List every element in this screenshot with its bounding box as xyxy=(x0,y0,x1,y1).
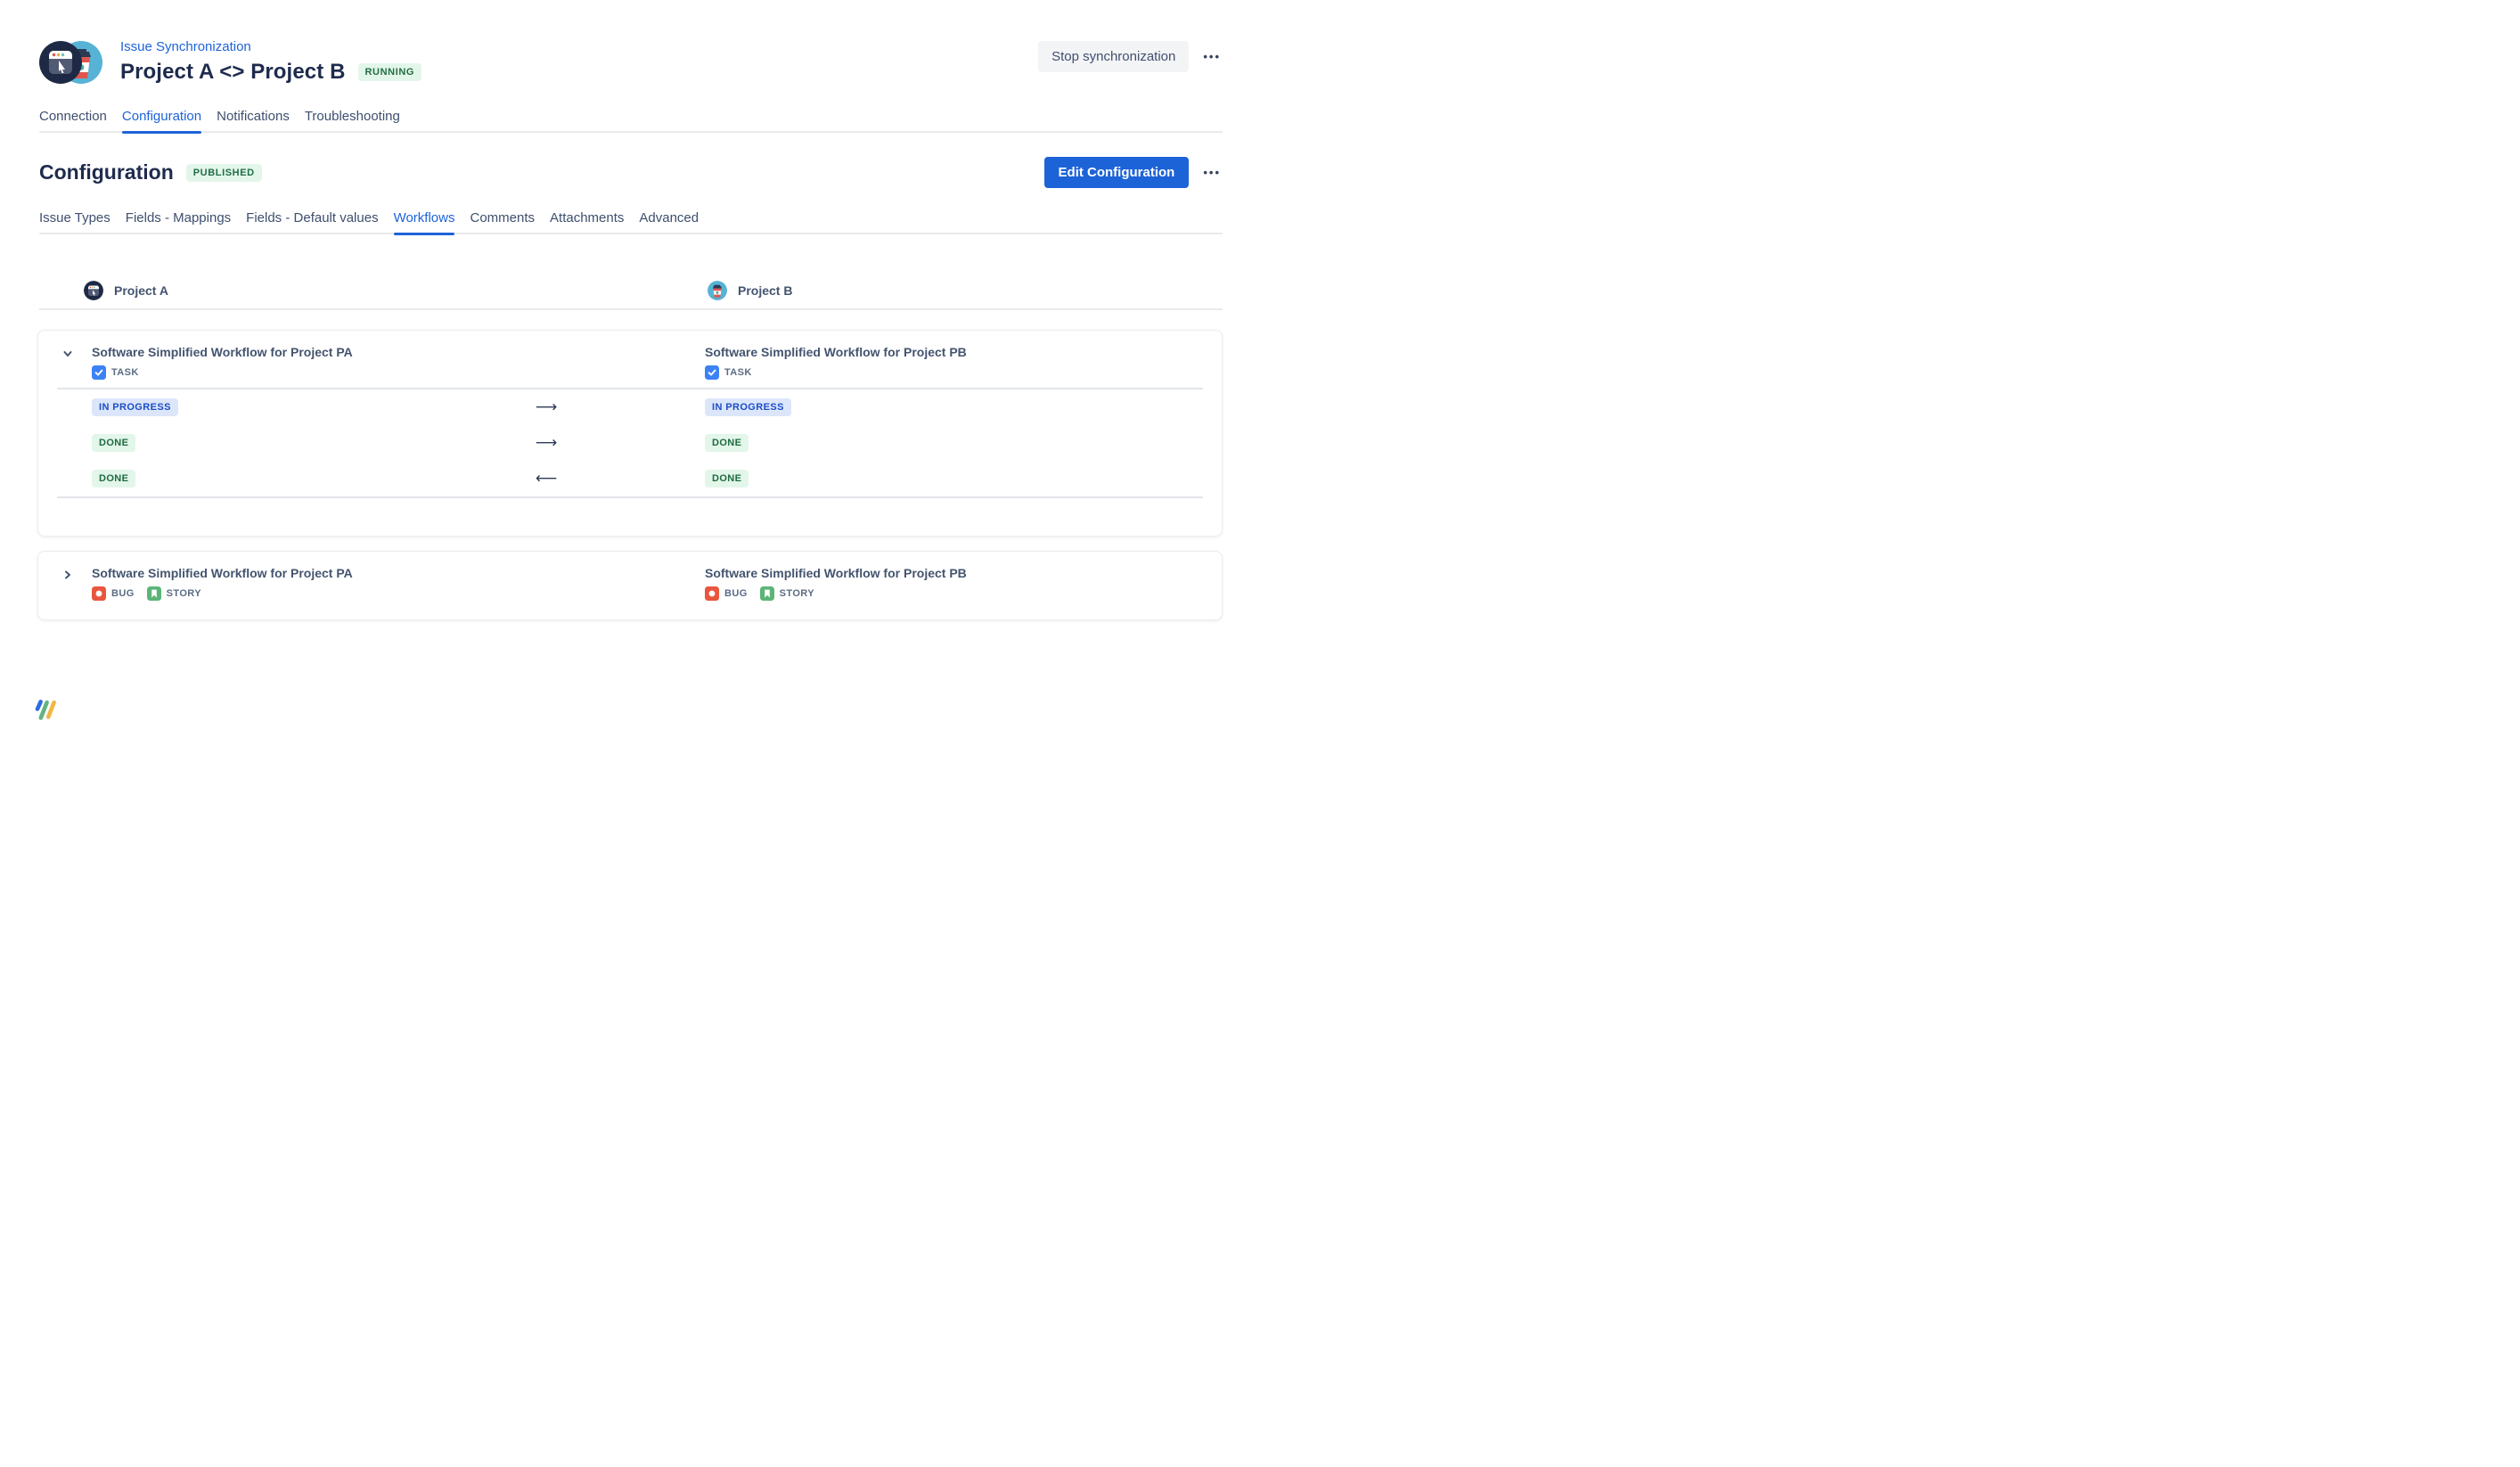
project-a-column-header: Project A xyxy=(39,281,704,300)
header-actions: Stop synchronization ••• xyxy=(1038,39,1223,72)
card-footer-spacer xyxy=(38,498,1222,536)
browser-window-icon xyxy=(49,51,72,74)
browser-project-icon xyxy=(84,281,103,300)
status-badge-left: DONE xyxy=(92,434,136,452)
subtab-fields-default-values[interactable]: Fields - Default values xyxy=(246,210,379,225)
subtab-advanced[interactable]: Advanced xyxy=(639,210,700,225)
story-icon xyxy=(146,586,161,601)
issue-type-chips: TASK xyxy=(92,364,705,381)
issue-type-chip: BUG xyxy=(92,586,135,601)
status-mapping-row: IN PROGRESS ⟶ IN PROGRESS xyxy=(38,389,1222,425)
task-icon xyxy=(92,365,106,380)
bug-icon xyxy=(92,586,106,601)
divider xyxy=(57,496,1203,498)
status-badge-right: DONE xyxy=(705,470,749,488)
workflow-title: Software Simplified Workflow for Project… xyxy=(92,566,353,580)
status-mapping-row: DONE ⟶ DONE xyxy=(38,425,1222,461)
subtab-fields-mappings[interactable]: Fields - Mappings xyxy=(125,210,232,225)
section-more-icon[interactable]: ••• xyxy=(1201,160,1223,184)
project-b-column-header: Project B xyxy=(704,281,1223,300)
section-header: Configuration PUBLISHED Edit Configurati… xyxy=(39,157,1223,188)
subtab-comments[interactable]: Comments xyxy=(470,210,536,225)
divider xyxy=(57,388,1203,389)
issue-type-label: BUG xyxy=(111,587,135,599)
subtab-issue-types[interactable]: Issue Types xyxy=(39,210,110,225)
workflow-side-right: Software Simplified Workflow for Project… xyxy=(705,345,1222,381)
task-icon xyxy=(705,365,719,380)
page-header: Issue Synchronization Project A <> Proje… xyxy=(39,0,1223,86)
issue-type-chip: STORY xyxy=(759,586,814,601)
issue-type-label: TASK xyxy=(111,366,139,378)
chevron-down-icon[interactable] xyxy=(60,347,76,363)
tab-rail xyxy=(39,131,1223,133)
workflow-card-header: Software Simplified Workflow for Project… xyxy=(38,331,1222,388)
projects-table-header: Project A Project B xyxy=(39,281,1223,310)
coffee-project-icon xyxy=(708,281,727,300)
arrow-right-icon: ⟶ xyxy=(535,433,558,452)
breadcrumb[interactable]: Issue Synchronization xyxy=(120,39,251,54)
header-more-icon[interactable]: ••• xyxy=(1201,45,1223,69)
cursor-icon xyxy=(59,61,65,73)
header-text: Issue Synchronization Project A <> Proje… xyxy=(120,39,1038,85)
issue-type-chip: BUG xyxy=(705,586,748,601)
status-badge-left: DONE xyxy=(92,470,136,488)
arrow-left-icon: ⟵ xyxy=(535,469,558,488)
subtab-rail xyxy=(39,233,1223,234)
section-title: Configuration xyxy=(39,160,174,184)
chevron-right-icon[interactable] xyxy=(60,568,76,584)
issue-type-label: STORY xyxy=(166,587,201,599)
edit-configuration-button[interactable]: Edit Configuration xyxy=(1043,157,1190,188)
status-mapping-row: DONE ⟵ DONE xyxy=(38,461,1222,496)
page-title: Project A <> Project B xyxy=(120,60,346,84)
project-a-label: Project A xyxy=(114,283,168,298)
issue-type-chips: TASK xyxy=(705,364,1222,381)
workflow-title: Software Simplified Workflow for Project… xyxy=(705,345,967,359)
workflow-title: Software Simplified Workflow for Project… xyxy=(92,345,353,359)
page: Issue Synchronization Project A <> Proje… xyxy=(0,0,1260,620)
status-badge: RUNNING xyxy=(357,63,422,81)
tab-configuration[interactable]: Configuration xyxy=(121,109,202,134)
connection-avatar xyxy=(39,39,103,86)
issue-type-label: STORY xyxy=(779,587,814,599)
issue-type-label: BUG xyxy=(724,587,748,599)
workflow-card: Software Simplified Workflow for Project… xyxy=(37,551,1223,620)
issue-type-chip: TASK xyxy=(705,365,752,380)
published-badge: PUBLISHED xyxy=(185,163,262,182)
subtab-workflows[interactable]: Workflows xyxy=(393,210,454,235)
configuration-subtabs: Issue Types Fields - Mappings Fields - D… xyxy=(39,210,1223,235)
story-icon xyxy=(759,586,774,601)
project-b-label: Project B xyxy=(738,283,793,298)
subtab-attachments[interactable]: Attachments xyxy=(550,210,625,225)
tab-connection[interactable]: Connection xyxy=(39,109,107,124)
main-tabs: Connection Configuration Notifications T… xyxy=(39,109,1223,134)
status-badge-right: DONE xyxy=(705,434,749,452)
workflow-side-left: Software Simplified Workflow for Project… xyxy=(92,345,705,381)
footer-logo xyxy=(35,700,56,720)
status-badge-right: IN PROGRESS xyxy=(705,398,791,416)
issue-type-chip: TASK xyxy=(92,365,139,380)
workflow-list: Software Simplified Workflow for Project… xyxy=(37,330,1223,620)
tab-troubleshooting[interactable]: Troubleshooting xyxy=(304,109,400,124)
project-pair-icon xyxy=(39,41,102,84)
issue-type-chips: BUG STORY xyxy=(92,585,705,602)
issue-type-chip: STORY xyxy=(146,586,201,601)
tab-notifications[interactable]: Notifications xyxy=(217,109,290,124)
workflow-side-right: Software Simplified Workflow for Project… xyxy=(705,566,1222,602)
arrow-right-icon: ⟶ xyxy=(535,397,558,416)
workflow-card-header: Software Simplified Workflow for Project… xyxy=(38,552,1222,619)
issue-type-chips: BUG STORY xyxy=(705,585,1222,602)
workflow-card: Software Simplified Workflow for Project… xyxy=(37,330,1223,537)
stop-synchronization-button[interactable]: Stop synchronization xyxy=(1038,41,1190,72)
status-badge-left: IN PROGRESS xyxy=(92,398,178,416)
issue-type-label: TASK xyxy=(724,366,752,378)
workflow-title: Software Simplified Workflow for Project… xyxy=(705,566,967,580)
workflow-side-left: Software Simplified Workflow for Project… xyxy=(92,566,705,602)
bug-icon xyxy=(705,586,719,601)
